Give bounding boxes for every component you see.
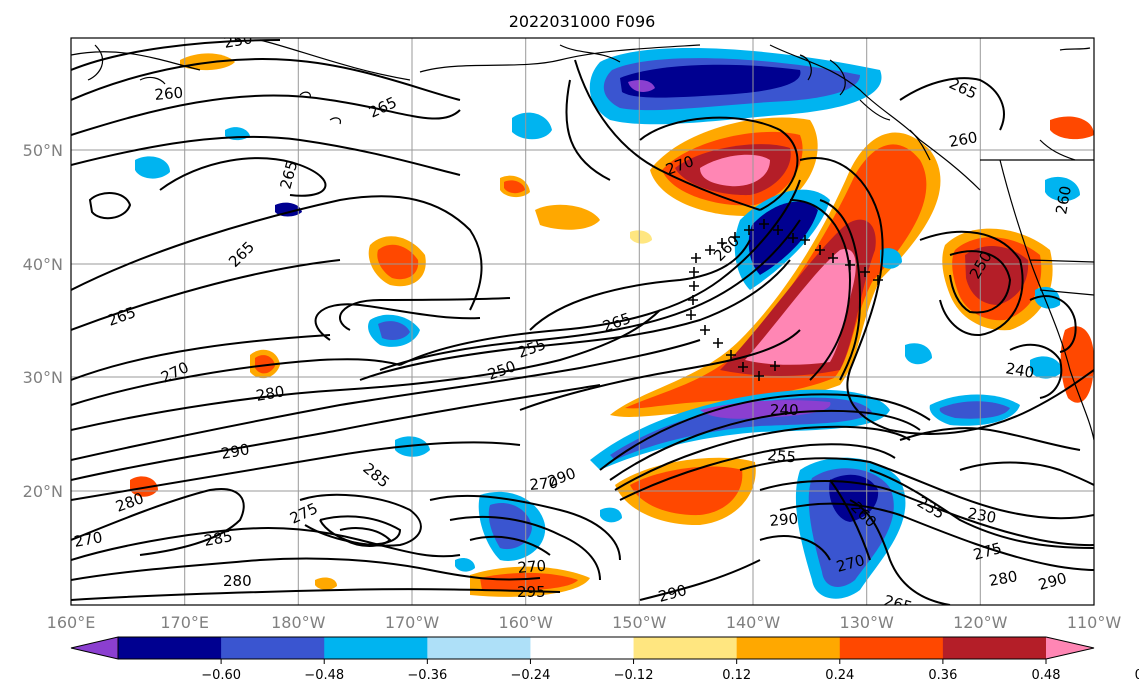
- longitude-axis: 160°E 170°E 180°W 170°W 160°W 150°W 140°…: [47, 613, 1122, 632]
- contour-label: 260: [1052, 184, 1075, 215]
- lat-tick-label: 50°N: [23, 141, 63, 160]
- colorbar-segment: [427, 637, 531, 659]
- colorbar-tick-label: −0.60: [201, 668, 241, 683]
- colorbar-tick-label: 0.48: [1032, 668, 1061, 683]
- colorbar: −0.60 −0.48 −0.36 −0.24 −0.12 0.12 0.24 0.36 0.4…: [70, 636, 1139, 683]
- contour-label: 255: [767, 446, 797, 466]
- colorbar-tick-label: 0.36: [928, 668, 957, 683]
- lon-tick-label: 170°W: [385, 613, 440, 632]
- colorbar-ticks: −0.60 −0.48 −0.36 −0.24 −0.12 0.12 0.24 0.36 0.4…: [201, 659, 1139, 683]
- colorbar-tick-label: −0.12: [614, 668, 654, 683]
- colorbar-tick-label: −0.48: [304, 668, 344, 683]
- contour-label: 295: [517, 583, 546, 601]
- latitude-axis: 50°N 40°N 30°N 20°N: [23, 141, 63, 501]
- lon-tick-label: 130°W: [840, 613, 895, 632]
- contour-label: 270: [529, 474, 559, 494]
- contour-label: 280: [255, 382, 286, 405]
- colorbar-segment: [942, 637, 1047, 659]
- southern-anomalies: [470, 457, 906, 599]
- contour-label: 260: [948, 128, 979, 151]
- lat-tick-label: 30°N: [23, 368, 63, 387]
- lon-tick-label: 150°W: [612, 613, 667, 632]
- map-title: 2022031000 F096: [509, 12, 656, 31]
- contour-label: 230: [966, 504, 997, 527]
- lon-tick-label: 120°W: [953, 613, 1008, 632]
- plot-frame: [70, 37, 1095, 606]
- lat-tick-label: 20°N: [23, 482, 63, 501]
- contour-label: 270: [73, 528, 104, 551]
- contour-label: 290: [220, 440, 251, 463]
- lon-tick-label: 180°W: [271, 613, 326, 632]
- colorbar-segment: [633, 637, 738, 659]
- colorbar-tick-label: 0.24: [825, 668, 854, 683]
- colorbar-tick-label: 0.12: [722, 668, 751, 683]
- contour-label: 285: [203, 527, 234, 550]
- lon-tick-label: 160°W: [499, 613, 554, 632]
- colorbar-segment: [118, 637, 222, 659]
- colorbar-outline: [70, 636, 1095, 660]
- contour-label: 240: [770, 401, 799, 419]
- contour-label: 270: [517, 557, 547, 577]
- coastlines: [71, 39, 1094, 441]
- colorbar-segment: [839, 637, 944, 659]
- colorbar-tick-label: −0.24: [511, 668, 551, 683]
- lon-tick-label: 160°E: [47, 613, 96, 632]
- colorbar-segment: [221, 637, 325, 659]
- contours: [71, 39, 1094, 605]
- negative-anomaly-alaska: [589, 48, 882, 125]
- contour-label: 240: [1004, 359, 1035, 382]
- lat-tick-label: 40°N: [23, 255, 63, 274]
- colorbar-extend-high: [1046, 637, 1094, 659]
- small-anomalies: [130, 53, 1080, 590]
- colorbar-tick-label: −0.36: [407, 668, 447, 683]
- lon-tick-label: 170°E: [160, 613, 209, 632]
- plot-area: 250 260 265 265 265 265 265 260 270 260 …: [71, 38, 1094, 606]
- track-markers: [686, 219, 883, 381]
- colorbar-segment: [736, 637, 841, 659]
- contour-label: 290: [769, 510, 799, 530]
- contour-label: 290: [656, 581, 688, 606]
- lon-tick-label: 110°W: [1067, 613, 1122, 632]
- colorbar-segment: [324, 637, 428, 659]
- colorbar-extend-low: [71, 637, 118, 659]
- lon-tick-label: 140°W: [726, 613, 781, 632]
- contour-label: 280: [223, 572, 252, 590]
- contour-label: 260: [154, 84, 184, 104]
- colorbar-segment: [530, 637, 635, 659]
- graticule: [71, 38, 1094, 605]
- contour-label: 280: [988, 567, 1019, 590]
- colorbar-segments: [71, 637, 1094, 659]
- colorbar-tick-label: 0.60: [1135, 668, 1139, 683]
